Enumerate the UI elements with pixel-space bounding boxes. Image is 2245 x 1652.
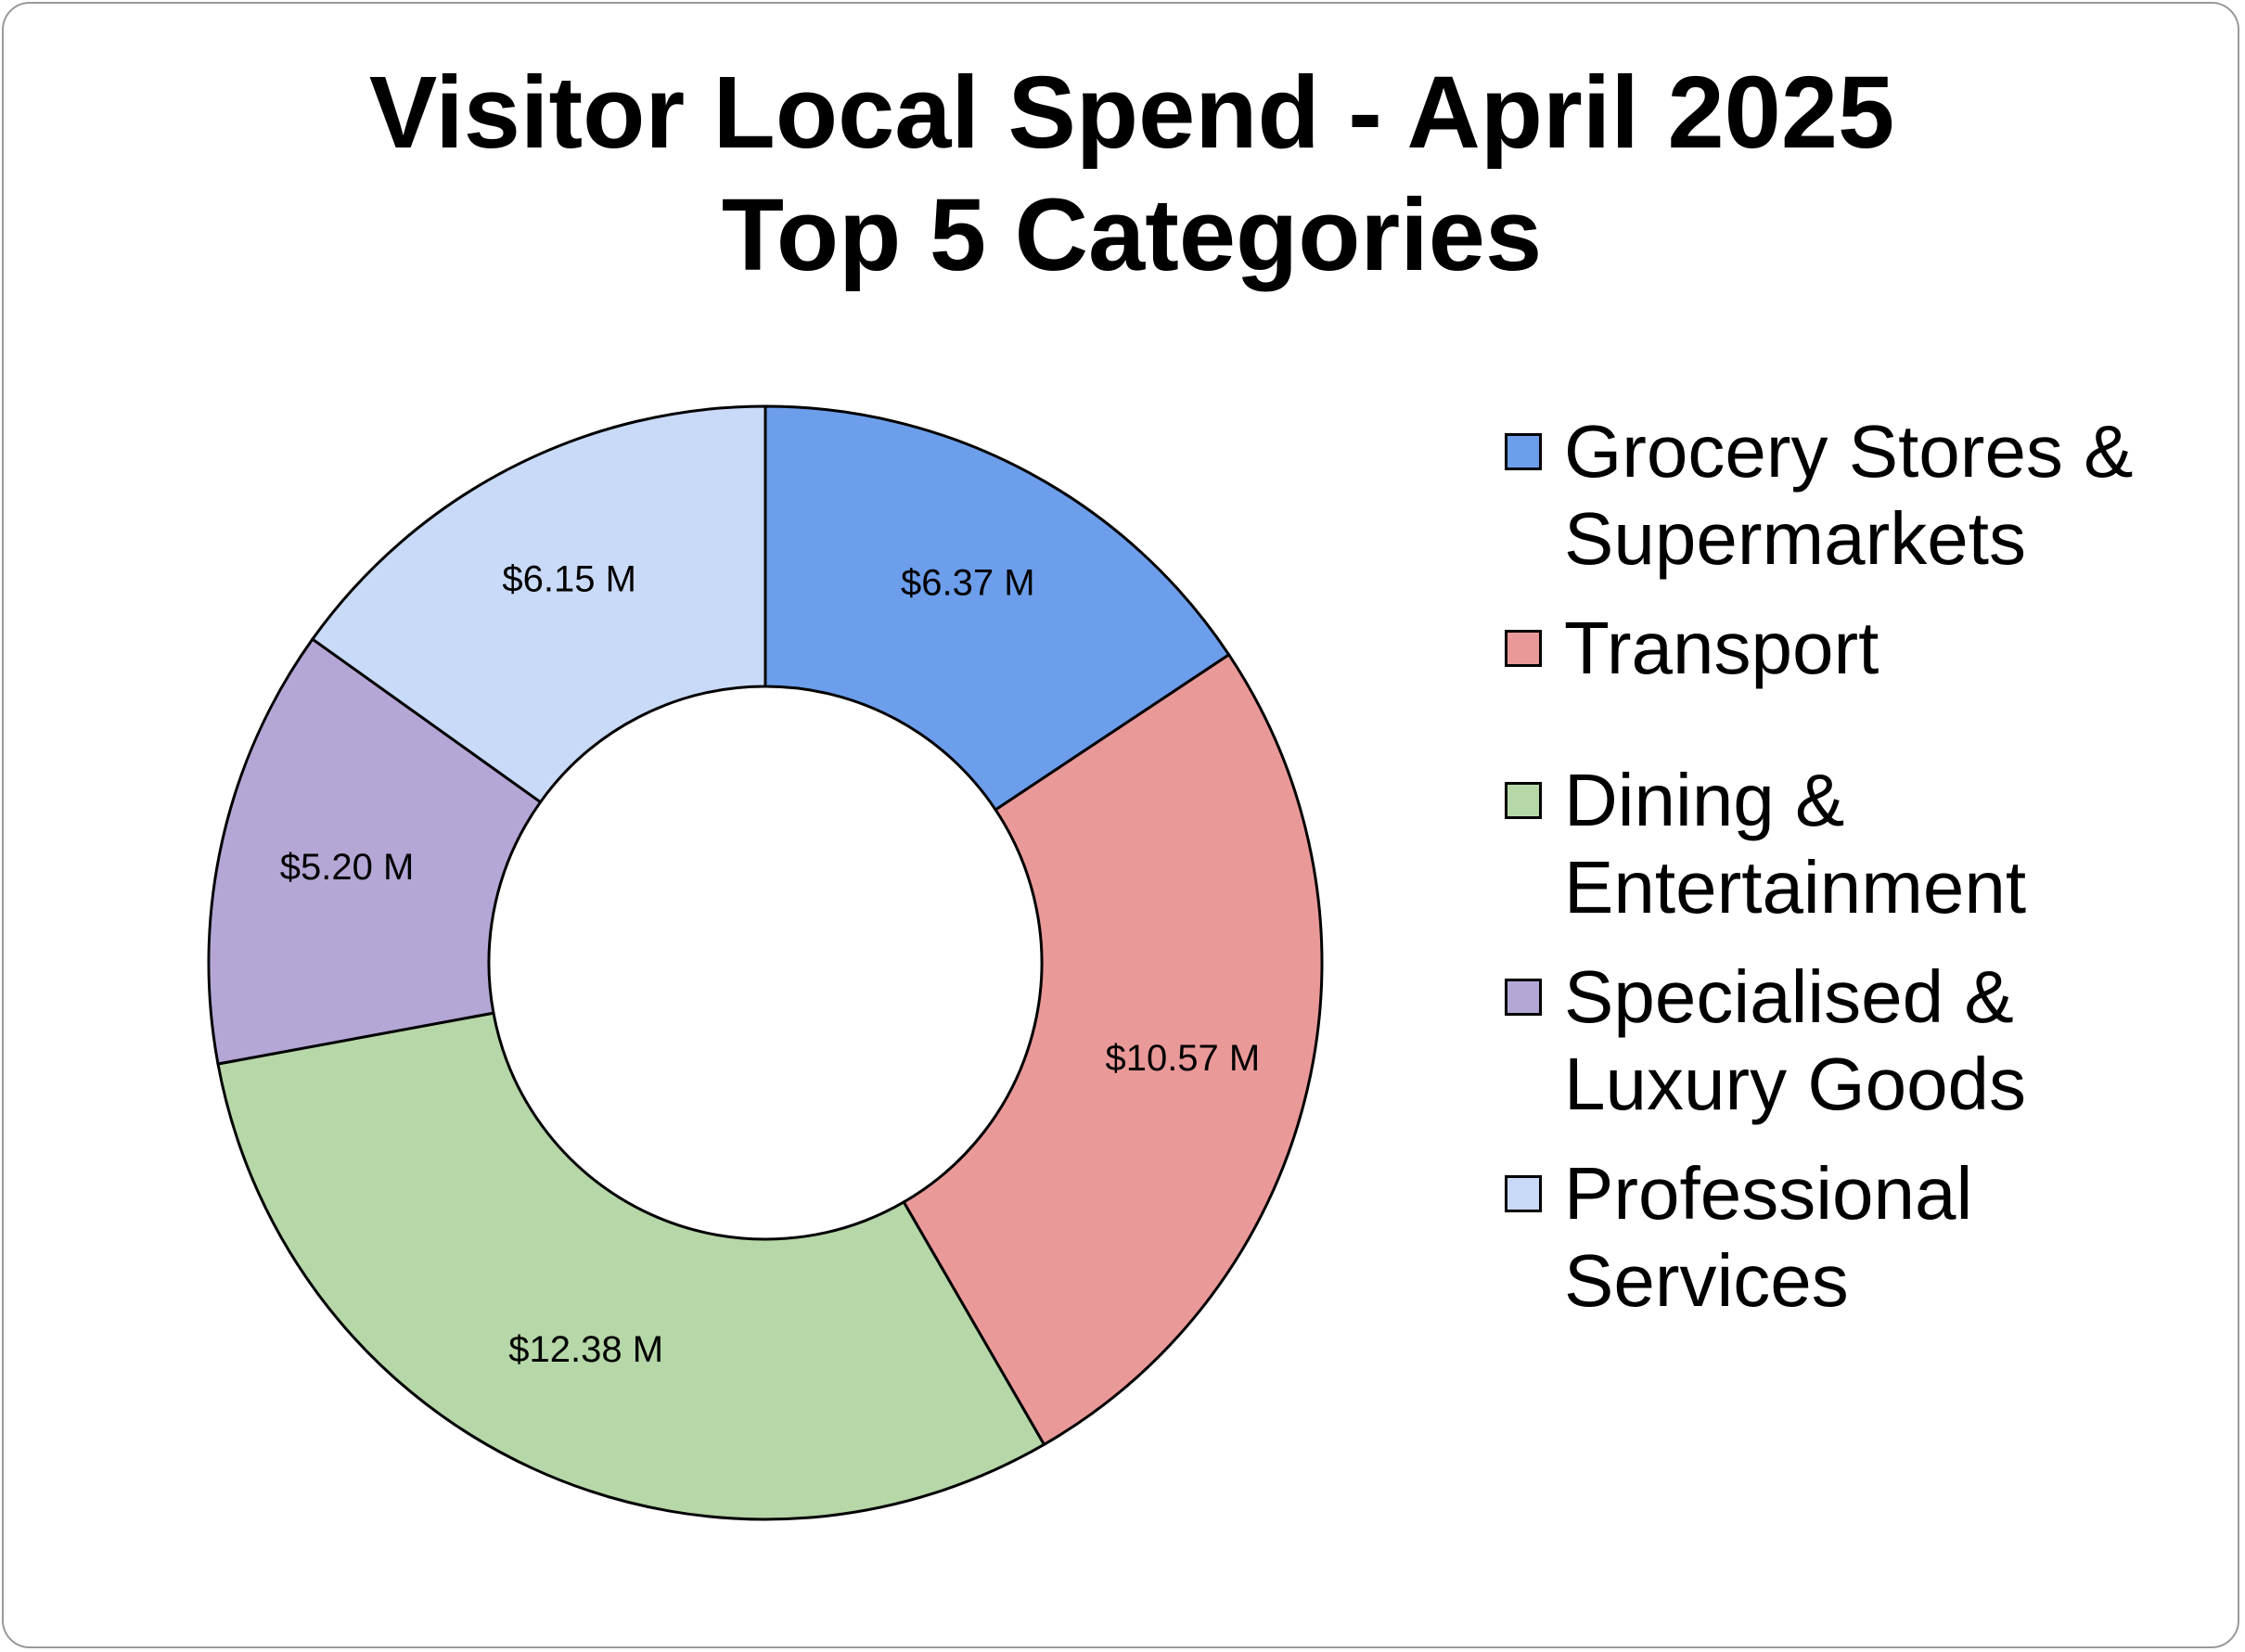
donut-slices [207, 404, 1324, 1521]
legend-label: Grocery Stores & Supermarkets [1564, 410, 2134, 580]
legend-item: Grocery Stores & Supermarkets [1505, 408, 2228, 583]
legend-swatch [1505, 630, 1542, 667]
data-label: $5.20 M [280, 847, 415, 888]
legend-label: Transport [1564, 607, 1879, 689]
donut-slice [902, 652, 1324, 1447]
donut-slice [216, 1011, 1046, 1521]
chart-title: Visitor Local Spend - April 2025 [368, 56, 1895, 170]
legend-item: Specialised & Luxury Goods [1505, 954, 2228, 1128]
legend-item: Professional Services [1505, 1150, 2228, 1325]
donut-slice [310, 404, 767, 804]
legend-label: Dining & Entertainment [1564, 759, 2027, 928]
legend-swatch [1505, 433, 1542, 470]
donut-slice [763, 404, 1231, 813]
legend-label: Specialised & Luxury Goods [1564, 955, 2027, 1125]
data-label: $10.57 M [1105, 1038, 1260, 1079]
legend-swatch [1505, 782, 1542, 819]
legend-swatch [1505, 1175, 1542, 1212]
chart-title-block: Visitor Local Spend - April 2025 Top 5 C… [0, 52, 2245, 297]
donut-data-labels: $6.37 M $10.57 M $12.38 M $5.20 M $6.15 M [280, 559, 1260, 1370]
donut-slice [207, 636, 543, 1066]
legend-swatch [1505, 979, 1542, 1016]
data-label: $6.15 M [502, 559, 636, 600]
legend-label: Professional Services [1564, 1152, 1973, 1322]
chart-subtitle: Top 5 Categories [721, 178, 1543, 292]
data-label: $12.38 M [508, 1329, 663, 1370]
legend-item: Dining & Entertainment [1505, 757, 2228, 931]
data-label: $6.37 M [901, 562, 1035, 603]
legend-item: Transport [1505, 605, 2228, 692]
legend: Grocery Stores & Supermarkets Transport … [1505, 408, 2228, 1322]
